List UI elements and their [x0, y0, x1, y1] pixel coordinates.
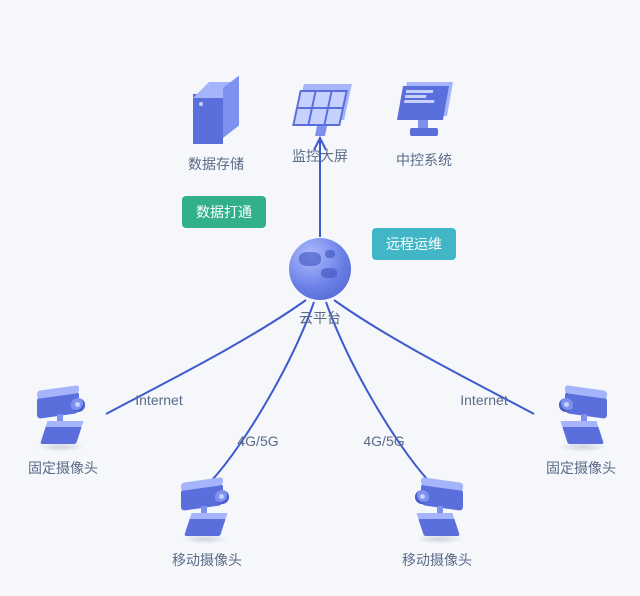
- node-mobile-cam-left: 移动摄像头: [172, 484, 242, 570]
- node-storage: 数据存储: [188, 82, 244, 174]
- node-label: 数据存储: [188, 154, 244, 174]
- node-fixed-cam-right: 固定摄像头: [546, 392, 616, 478]
- node-control: 中控系统: [396, 82, 452, 170]
- node-label: 移动摄像头: [402, 550, 472, 570]
- diagram-canvas: { "canvas": { "width": 640, "height": 59…: [0, 0, 640, 596]
- node-label: 固定摄像头: [28, 458, 98, 478]
- node-label: 中控系统: [396, 150, 452, 170]
- node-fixed-cam-left: 固定摄像头: [28, 392, 98, 478]
- node-mobile-cam-right: 移动摄像头: [402, 484, 472, 570]
- node-label: 云平台: [289, 308, 351, 328]
- node-label: 移动摄像头: [172, 550, 242, 570]
- server-icon: [193, 82, 239, 146]
- node-label: 固定摄像头: [546, 458, 616, 478]
- edge-label-internet-left: Internet: [135, 392, 182, 408]
- camera-icon: [179, 484, 235, 542]
- camera-icon: [409, 484, 465, 542]
- grid-screen-icon: [292, 82, 348, 138]
- edge-label-internet-right: Internet: [460, 392, 507, 408]
- node-wall: 监控大屏: [292, 82, 348, 166]
- camera-icon: [553, 392, 609, 450]
- monitor-icon: [396, 82, 452, 142]
- camera-icon: [35, 392, 91, 450]
- badge-remote-ops: 远程运维: [372, 228, 456, 260]
- node-label: 监控大屏: [292, 146, 348, 166]
- badge-data-through: 数据打通: [182, 196, 266, 228]
- globe-icon: [289, 238, 351, 300]
- node-cloud: 云平台: [289, 238, 351, 328]
- edge-label-4g5g-left: 4G/5G: [237, 433, 278, 449]
- edge-label-4g5g-right: 4G/5G: [363, 433, 404, 449]
